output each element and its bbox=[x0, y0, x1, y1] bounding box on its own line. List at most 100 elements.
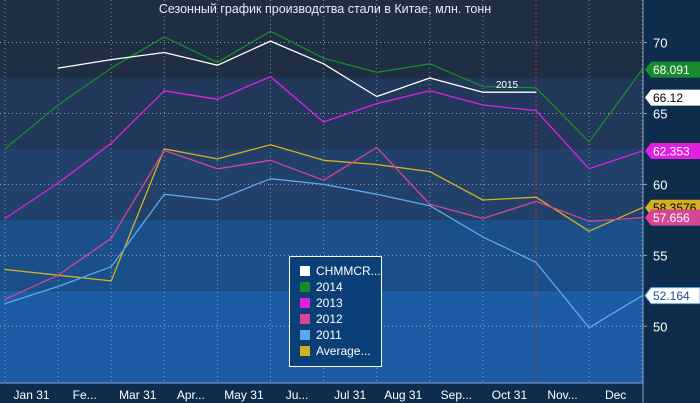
data-point bbox=[429, 203, 431, 205]
data-point bbox=[323, 63, 325, 65]
legend-item[interactable]: 2012 bbox=[300, 311, 381, 327]
data-point bbox=[588, 168, 590, 170]
data-point bbox=[323, 183, 325, 186]
legend-item[interactable]: CHMMCR... bbox=[300, 263, 381, 279]
value-tag-label: 62.353 bbox=[653, 145, 690, 159]
data-point bbox=[57, 104, 59, 106]
data-point bbox=[163, 51, 165, 54]
data-point bbox=[429, 171, 431, 173]
data-point bbox=[110, 142, 112, 144]
data-point bbox=[110, 58, 112, 61]
y-tick-label: 60 bbox=[653, 177, 667, 192]
data-point bbox=[588, 230, 590, 232]
data-point bbox=[163, 148, 165, 150]
data-point bbox=[110, 237, 112, 239]
value-tag-shape bbox=[645, 143, 700, 160]
data-point bbox=[4, 268, 6, 271]
value-tag-shape bbox=[645, 61, 700, 78]
value-tag-label: 66.12 bbox=[653, 91, 683, 105]
data-point bbox=[376, 71, 378, 73]
data-point bbox=[163, 193, 165, 195]
value-tag-label: 57.656 bbox=[653, 211, 690, 225]
data-point bbox=[641, 150, 643, 152]
y-tick-label: 55 bbox=[653, 248, 667, 263]
legend-label: CHMMCR... bbox=[316, 264, 381, 278]
data-point bbox=[269, 159, 272, 161]
data-point bbox=[641, 294, 643, 297]
data-point bbox=[429, 63, 431, 65]
x-tick-label: Oct 31 bbox=[492, 388, 528, 402]
data-point bbox=[482, 217, 484, 220]
data-point bbox=[57, 67, 59, 69]
chart-title: Сезонный график производства стали в Кит… bbox=[158, 2, 492, 16]
data-point bbox=[269, 30, 272, 32]
data-point bbox=[4, 148, 6, 150]
legend-swatch bbox=[300, 330, 310, 340]
data-point bbox=[57, 285, 59, 288]
data-point bbox=[269, 40, 272, 42]
data-point bbox=[535, 200, 537, 203]
data-point bbox=[216, 98, 218, 100]
data-point bbox=[163, 149, 165, 151]
data-point bbox=[376, 102, 378, 105]
annotation-2015: 2015 bbox=[496, 80, 519, 91]
data-point bbox=[588, 327, 590, 329]
x-tick-label: Fe... bbox=[73, 388, 97, 402]
data-point bbox=[323, 57, 325, 59]
legend-item[interactable]: 2011 bbox=[300, 327, 381, 343]
data-point bbox=[535, 196, 537, 198]
data-point bbox=[269, 178, 272, 180]
legend-swatch bbox=[300, 314, 310, 324]
value-tag-label: 52.164 bbox=[653, 289, 690, 303]
legend-label: Average... bbox=[316, 344, 371, 358]
value-tag: 57.656 bbox=[645, 209, 700, 226]
x-tick-label: Dec bbox=[605, 388, 626, 402]
x-tick-label: Apr... bbox=[177, 388, 205, 402]
data-point bbox=[110, 67, 112, 69]
legend-item[interactable]: Average... bbox=[300, 343, 381, 359]
data-point bbox=[535, 261, 537, 264]
value-tag: 66.12 bbox=[645, 89, 700, 106]
x-tick-label: Jul 31 bbox=[334, 388, 366, 402]
legend-swatch bbox=[300, 282, 310, 292]
value-tag: 62.353 bbox=[645, 143, 700, 160]
legend-label: 2014 bbox=[316, 280, 343, 294]
data-point bbox=[588, 220, 590, 222]
value-tag-shape bbox=[645, 89, 700, 106]
value-tag-label: 68.091 bbox=[653, 63, 690, 77]
data-point bbox=[163, 36, 165, 38]
data-point bbox=[376, 163, 378, 166]
data-point bbox=[641, 217, 643, 219]
legend-label: 2011 bbox=[316, 328, 342, 342]
x-tick-label: Aug 31 bbox=[384, 388, 422, 402]
data-point bbox=[216, 64, 218, 66]
data-point bbox=[216, 168, 218, 170]
x-tick-label: May 31 bbox=[224, 388, 264, 402]
data-point bbox=[535, 91, 537, 93]
legend-item[interactable]: 2014 bbox=[300, 279, 381, 295]
x-tick-label: Jan 31 bbox=[14, 388, 50, 402]
data-point bbox=[482, 85, 484, 88]
data-point bbox=[535, 110, 537, 112]
legend-label: 2013 bbox=[316, 296, 343, 310]
legend[interactable]: CHMMCR... 2014 2013 2012 2011 Average... bbox=[289, 256, 382, 367]
data-point bbox=[482, 104, 484, 106]
data-point bbox=[323, 159, 325, 161]
data-point bbox=[216, 158, 218, 160]
legend-label: 2012 bbox=[316, 312, 343, 326]
data-point bbox=[429, 205, 431, 207]
data-point bbox=[57, 274, 59, 276]
x-tick-label: Ju... bbox=[286, 388, 309, 402]
legend-item[interactable]: 2013 bbox=[300, 295, 381, 311]
data-point bbox=[482, 199, 484, 201]
data-point bbox=[4, 298, 6, 300]
y-tick-label: 70 bbox=[653, 36, 667, 51]
x-axis-area bbox=[0, 383, 643, 403]
legend-swatch bbox=[300, 346, 310, 356]
data-point bbox=[57, 182, 59, 184]
x-tick-label: Sep... bbox=[441, 388, 472, 402]
data-point bbox=[588, 141, 590, 143]
data-point bbox=[323, 179, 325, 181]
data-point bbox=[110, 280, 112, 282]
